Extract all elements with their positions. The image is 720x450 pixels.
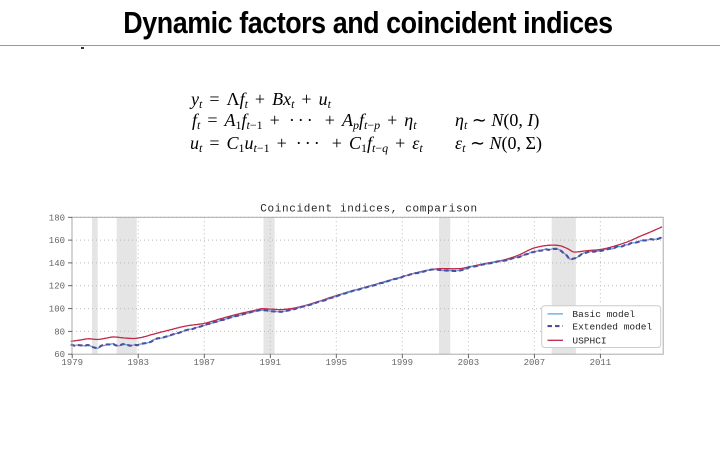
svg-text:140: 140 [49,259,65,269]
svg-text:120: 120 [49,282,65,292]
svg-text:100: 100 [49,305,65,315]
svg-text:2007: 2007 [524,358,546,368]
svg-text:Basic model: Basic model [572,309,635,320]
svg-text:1987: 1987 [193,358,215,368]
svg-text:Extended model: Extended model [572,321,652,332]
svg-text:2011: 2011 [590,358,612,368]
svg-text:1995: 1995 [325,358,347,368]
svg-text:160: 160 [49,236,65,246]
svg-text:60: 60 [54,350,65,360]
svg-text:1983: 1983 [127,358,149,368]
svg-text:180: 180 [49,213,65,223]
svg-text:1979: 1979 [61,358,83,368]
svg-text:Coincident indices, comparison: Coincident indices, comparison [260,204,478,216]
svg-text:80: 80 [54,327,65,337]
svg-text:2003: 2003 [458,358,480,368]
svg-text:USPHCI: USPHCI [572,336,606,347]
svg-text:1999: 1999 [391,358,413,368]
svg-text:1991: 1991 [259,358,281,368]
